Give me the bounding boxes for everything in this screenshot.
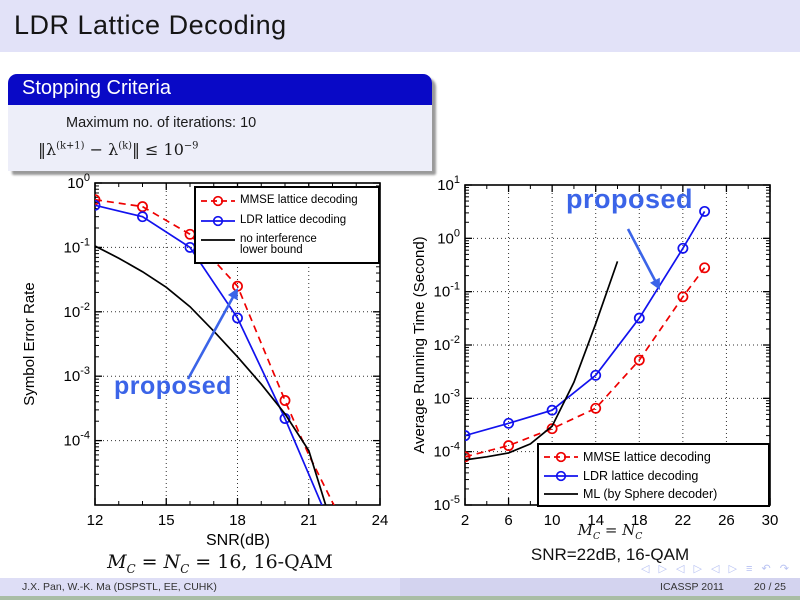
svg-text:18: 18 — [631, 512, 648, 529]
svg-text:101: 101 — [437, 174, 460, 194]
legend-label: LDR lattice decoding — [583, 468, 699, 483]
svg-text:14: 14 — [587, 512, 604, 529]
slide-title-bar: LDR Lattice Decoding — [0, 0, 800, 52]
stopping-formula: ‖λ(k+1) − λ(k)‖ ≤ 10−9 — [38, 140, 199, 159]
time-chart-legend: MMSE lattice decoding LDR lattice decodin… — [537, 443, 770, 507]
legend-line-sample — [544, 452, 578, 463]
svg-text:10-4: 10-4 — [64, 430, 90, 450]
right-chart-xlabel: MC = NC — [577, 521, 643, 542]
block-body: Maximum no. of iterations: 10 ‖λ(k+1) − … — [8, 105, 432, 171]
annotation-proposed-right: proposed — [566, 184, 694, 214]
legend-entry: LDR lattice decoding — [542, 468, 765, 483]
svg-text:10-2: 10-2 — [434, 334, 460, 354]
svg-text:10-5: 10-5 — [434, 494, 460, 514]
right-chart-caption: SNR=22dB, 16-QAM — [530, 545, 690, 564]
svg-text:10-1: 10-1 — [64, 236, 90, 256]
svg-text:100: 100 — [437, 227, 460, 247]
legend-entry: MMSE lattice decoding — [542, 449, 765, 464]
stopping-criteria-block: Stopping Criteria Maximum no. of iterati… — [8, 74, 432, 171]
legend-label: MMSE lattice decoding — [240, 194, 358, 207]
legend-line-sample — [201, 215, 235, 226]
legend-entry: MMSE lattice decoding — [199, 193, 375, 208]
footer-bar: J.X. Pan, W.-K. Ma (DSPSTL, EE, CUHK) IC… — [0, 578, 800, 596]
left-chart-caption: MC = NC = 16, 16-QAM — [107, 551, 333, 576]
svg-text:Symbol Error Rate: Symbol Error Rate — [21, 282, 38, 405]
svg-text:21: 21 — [300, 512, 317, 529]
legend-label: ML (by Sphere decoder) — [583, 486, 718, 501]
ser-chart-legend: MMSE lattice decoding LDR lattice decodin… — [194, 186, 380, 264]
svg-text:18: 18 — [229, 512, 246, 529]
footer-page-number: 20 / 25 — [753, 581, 786, 593]
legend-entry: no interference lower bound — [199, 232, 375, 257]
svg-text:100: 100 — [67, 172, 90, 192]
svg-text:12: 12 — [87, 512, 104, 529]
svg-text:10-3: 10-3 — [64, 365, 90, 385]
svg-text:6: 6 — [504, 512, 512, 529]
bottom-strip — [0, 596, 800, 600]
svg-text:26: 26 — [718, 512, 735, 529]
legend-line-sample — [201, 238, 235, 241]
annotation-proposed-left: proposed — [114, 372, 232, 400]
legend-entry: LDR lattice decoding — [199, 213, 375, 228]
legend-entry: ML (by Sphere decoder) — [542, 486, 765, 501]
navigation-symbols[interactable]: ◁ ▷ ◁ ▷ ◁ ▷ ≡ ↶ ↷ — [640, 563, 792, 575]
svg-text:15: 15 — [158, 512, 175, 529]
svg-text:22: 22 — [675, 512, 692, 529]
legend-line-sample — [544, 470, 578, 481]
svg-text:10-3: 10-3 — [434, 387, 460, 407]
svg-text:10-1: 10-1 — [434, 281, 460, 301]
footer-authors: J.X. Pan, W.-K. Ma (DSPSTL, EE, CUHK) — [22, 581, 217, 593]
footer-conference: ICASSP 2011 — [660, 581, 724, 593]
legend-line-sample — [544, 492, 578, 495]
svg-text:Average Running Time (Second): Average Running Time (Second) — [411, 236, 428, 453]
legend-label: MMSE lattice decoding — [583, 450, 711, 465]
svg-text:SNR(dB): SNR(dB) — [206, 532, 270, 549]
svg-text:30: 30 — [762, 512, 779, 529]
legend-label: LDR lattice decoding — [240, 213, 347, 226]
svg-text:10: 10 — [544, 512, 561, 529]
legend-label: no interference lower bound — [240, 232, 317, 257]
max-iterations-text: Maximum no. of iterations: 10 — [66, 115, 257, 131]
block-title: Stopping Criteria — [8, 74, 432, 105]
svg-text:10-2: 10-2 — [64, 301, 90, 321]
legend-line-sample — [201, 196, 235, 207]
svg-text:10-4: 10-4 — [434, 441, 460, 461]
svg-text:2: 2 — [461, 512, 469, 529]
page-title: LDR Lattice Decoding — [14, 10, 287, 40]
symbol-error-rate-chart: 12 15 18 21 24 100 10-1 10-2 10-3 10-4 SNR(dB) Symb… — [21, 172, 389, 549]
svg-text:24: 24 — [372, 512, 389, 529]
